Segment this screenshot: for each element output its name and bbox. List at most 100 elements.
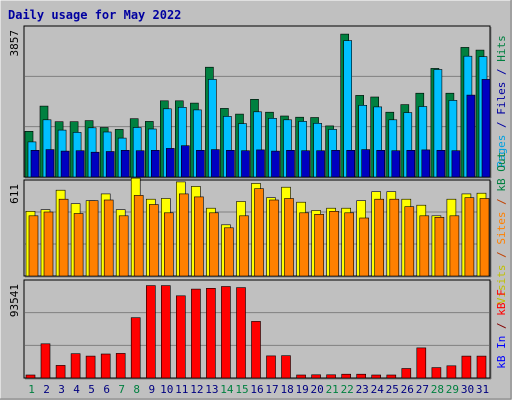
legend-entry: Pages (495, 135, 508, 168)
legend-entry: kB F (495, 289, 508, 316)
bar-sites-day-13 (209, 212, 219, 277)
bar-sites-day-25 (389, 198, 400, 277)
bar-sites-day-28 (434, 217, 445, 277)
x-tick-day-27: 27 (416, 383, 429, 396)
x-tick-day-10: 10 (160, 383, 173, 396)
bar-sites-day-17 (269, 199, 279, 277)
x-tick-day-20: 20 (310, 383, 323, 396)
x-tick-day-11: 11 (175, 383, 188, 396)
panel-bottom-max-label: 93541 (8, 284, 21, 317)
bar-pages-day-13 (211, 149, 220, 178)
x-tick-day-25: 25 (386, 383, 399, 396)
bar-kb-f-day-2 (40, 343, 51, 379)
bar-kb-f-day-18 (281, 355, 291, 379)
bar-pages-day-10 (166, 148, 175, 178)
bar-kb-f-day-9 (146, 285, 156, 379)
bar-pages-day-9 (151, 150, 160, 178)
x-tick-day-7: 7 (118, 383, 125, 396)
x-tick-day-13: 13 (205, 383, 218, 396)
legend-entry: Visits (495, 264, 508, 304)
bar-pages-day-8 (135, 150, 145, 178)
x-tick-day-18: 18 (280, 383, 293, 396)
series-pages (30, 79, 491, 178)
x-tick-day-24: 24 (371, 383, 385, 396)
bar-pages-day-2 (45, 149, 55, 178)
bar-pages-day-22 (346, 150, 356, 178)
series-kb-f (25, 285, 487, 379)
x-tick-day-23: 23 (356, 383, 369, 396)
legend-entry: / (495, 316, 508, 336)
legend-entry: / (495, 62, 508, 82)
bar-sites-day-27 (419, 215, 430, 277)
bar-pages-day-26 (406, 150, 416, 178)
bar-kb-f-day-24 (371, 374, 382, 379)
bar-kb-f-day-4 (70, 353, 81, 379)
bar-pages-day-23 (361, 149, 371, 178)
bar-kb-f-day-6 (100, 353, 111, 379)
bar-kb-f-day-21 (326, 374, 336, 379)
bar-kb-f-day-28 (431, 367, 442, 379)
bar-kb-f-day-16 (251, 321, 261, 379)
x-tick-day-5: 5 (88, 383, 95, 396)
bar-sites-day-24 (374, 198, 385, 277)
bar-pages-day-27 (421, 149, 431, 178)
x-tick-day-16: 16 (250, 383, 263, 396)
x-tick-day-4: 4 (73, 383, 80, 396)
bar-pages-day-31 (481, 79, 491, 178)
legend-entry: / (495, 245, 508, 265)
bar-kb-f-day-8 (130, 317, 141, 379)
bar-pages-day-30 (466, 94, 476, 178)
bar-sites-day-15 (239, 215, 249, 277)
bar-pages-day-16 (256, 149, 265, 178)
bar-kb-f-day-31 (476, 355, 487, 379)
x-tick-day-17: 17 (265, 383, 278, 396)
bar-pages-day-24 (376, 150, 386, 178)
x-tick-day-8: 8 (133, 383, 140, 396)
bar-sites-day-12 (194, 196, 204, 277)
bar-pages-day-11 (181, 145, 190, 178)
x-tick-day-2: 2 (43, 383, 50, 396)
panel-bottom: 93541 kB In / kB F (8, 279, 508, 380)
x-tick-day-22: 22 (341, 383, 354, 396)
series-sites (28, 188, 490, 277)
x-tick-day-21: 21 (326, 383, 339, 396)
bar-kb-f-day-3 (55, 365, 66, 379)
bar-kb-f-day-22 (341, 373, 352, 379)
bar-kb-f-day-12 (191, 288, 201, 379)
legend-entry: Files (495, 82, 508, 115)
bar-kb-f-day-23 (356, 373, 367, 379)
bar-sites-day-5 (88, 200, 99, 277)
bar-pages-day-3 (60, 150, 70, 178)
bar-kb-f-day-5 (85, 355, 96, 379)
bar-kb-f-day-14 (221, 286, 231, 379)
bar-sites-day-3 (58, 198, 69, 277)
x-tick-day-9: 9 (148, 383, 155, 396)
panel-top-legend: Pages / Files / Hits (495, 35, 508, 168)
x-tick-day-30: 30 (461, 383, 474, 396)
chart-title: Daily usage for May 2022 (8, 8, 181, 22)
bar-pages-day-29 (451, 150, 461, 178)
bar-pages-day-17 (271, 150, 280, 178)
bar-kb-f-day-11 (176, 295, 186, 379)
panel-top: 3857 Pages / Files / Hits (8, 25, 508, 179)
bar-sites-day-7 (118, 215, 129, 277)
x-tick-day-14: 14 (220, 383, 234, 396)
bar-pages-day-12 (196, 150, 205, 178)
bar-pages-day-19 (301, 150, 310, 178)
bar-pages-day-21 (331, 150, 340, 178)
panel-middle-max-label: 611 (8, 184, 21, 204)
bar-kb-f-day-20 (311, 374, 321, 379)
legend-entry: kB In (495, 336, 508, 369)
bar-sites-day-2 (43, 211, 54, 277)
bar-pages-day-28 (436, 150, 446, 178)
legend-entry: / (495, 192, 508, 212)
bar-kb-f-day-29 (446, 365, 457, 379)
panel-middle-legend: Visits / Sites / kB Out (495, 152, 508, 304)
bar-sites-day-9 (149, 204, 159, 277)
bar-sites-day-1 (28, 215, 39, 277)
bar-sites-day-16 (254, 188, 264, 277)
x-tick-day-15: 15 (235, 383, 248, 396)
panel-top-max-label: 3857 (8, 30, 21, 57)
